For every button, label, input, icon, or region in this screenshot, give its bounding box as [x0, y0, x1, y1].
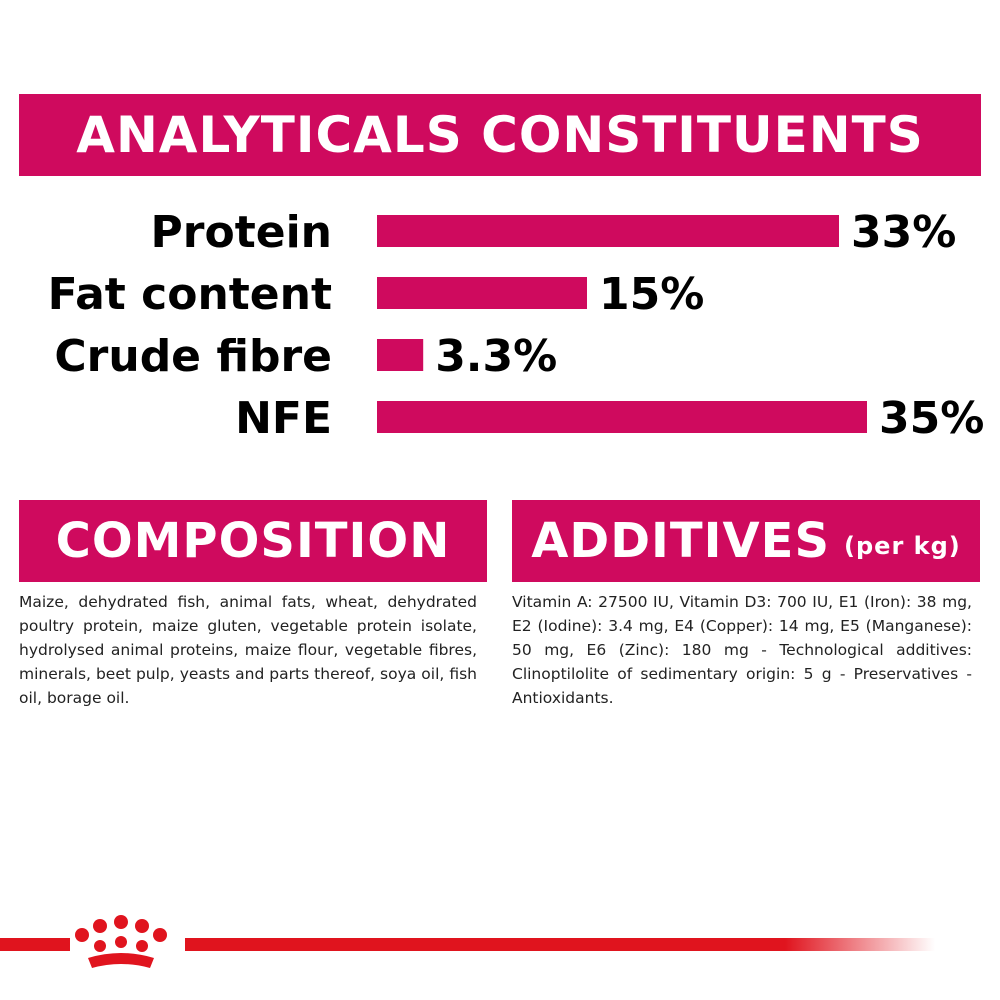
composition-text: Maize, dehydrated fish, animal fats, whe…	[19, 593, 477, 707]
bar	[377, 339, 424, 371]
value-label: 33%	[851, 207, 956, 258]
title-banner: ANALYTICALS CONSTITUENTS	[19, 94, 981, 176]
composition-banner: COMPOSITION	[19, 500, 487, 582]
bar	[377, 215, 839, 247]
additives-title: ADDITIVES	[531, 513, 831, 569]
bar	[377, 401, 867, 433]
category-label: Protein	[151, 207, 332, 258]
composition-title: COMPOSITION	[55, 513, 451, 569]
category-label: Fat content	[48, 269, 332, 320]
category-label: Crude fibre	[54, 331, 332, 382]
additives-text: Vitamin A: 27500 IU, Vitamin D3: 700 IU,…	[512, 593, 972, 707]
additives-banner: ADDITIVES (per kg)	[512, 500, 980, 582]
value-label: 15%	[599, 269, 704, 320]
value-label: 3.3%	[435, 331, 557, 382]
chart-title: ANALYTICALS CONSTITUENTS	[76, 106, 924, 164]
value-label: 35%	[879, 393, 984, 444]
footer-line	[185, 938, 935, 951]
bar	[377, 277, 587, 309]
category-label: NFE	[235, 393, 332, 444]
additives-note: (per kg)	[844, 532, 961, 560]
footer-line	[0, 938, 70, 951]
crown-logo	[75, 915, 167, 968]
